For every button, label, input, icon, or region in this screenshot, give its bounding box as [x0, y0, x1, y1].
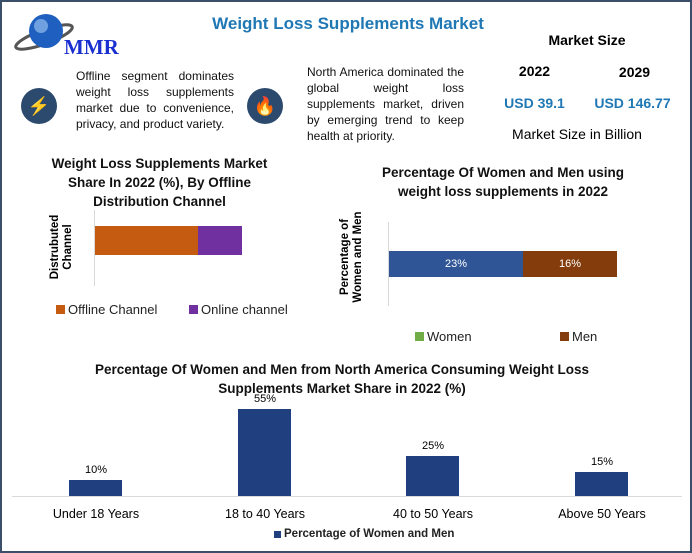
bar-men: 16% [523, 251, 617, 277]
info-offline: Offline segment dominates weight loss su… [76, 69, 234, 131]
info-north-america: North America dominated the global weigh… [307, 65, 464, 143]
bar-0 [69, 480, 122, 496]
logo-text: MMR [64, 35, 119, 59]
bar-2 [406, 456, 459, 496]
bar-3 [575, 472, 628, 496]
chart3-baseline [12, 496, 682, 497]
chart1-title: Weight Loss Supplements Market Share In … [51, 156, 268, 209]
category-label: 40 to 50 Years [393, 507, 473, 521]
data-label: 10% [84, 464, 108, 477]
value-2022: USD 39.1 [504, 95, 565, 111]
market-size-footer: Market Size in Billion [512, 126, 642, 142]
chart2-ylabel: Percentage of Women and Men [339, 211, 364, 303]
chart3-title: Percentage Of Women and Men from North A… [94, 362, 590, 396]
data-label: 15% [590, 456, 614, 469]
legend-women: Women [415, 329, 472, 344]
legend-men: Men [560, 329, 597, 344]
market-size-heading: Market Size [548, 32, 626, 48]
chart2-title: Percentage Of Women and Men using weight… [381, 165, 625, 199]
year-2022: 2022 [518, 63, 551, 79]
category-label: 18 to 40 Years [225, 507, 305, 521]
flame-icon: 🔥 [247, 88, 283, 124]
data-label: 25% [421, 440, 445, 453]
page-title: Weight Loss Supplements Market [212, 14, 484, 33]
bar-women: 23% [389, 251, 523, 277]
value-2029: USD 146.77 [594, 95, 671, 111]
chart1-axis [94, 210, 95, 286]
legend-percentage: Percentage of Women and Men [274, 528, 454, 540]
chart2-axis [388, 222, 389, 306]
category-label: Above 50 Years [558, 507, 646, 521]
bar-offline-channel [95, 226, 198, 255]
category-label: Under 18 Years [52, 507, 140, 521]
chart1-ylabel: Distrubuted Channel [49, 214, 74, 280]
globe-logo-icon [14, 14, 74, 51]
bar-1 [238, 409, 291, 496]
legend-offline: Offline Channel [56, 302, 157, 317]
bar-online-channel [198, 226, 242, 255]
year-2029: 2029 [618, 64, 651, 80]
lightning-icon: ⚡ [21, 88, 57, 124]
legend-online: Online channel [189, 302, 288, 317]
data-label: 55% [253, 393, 277, 405]
